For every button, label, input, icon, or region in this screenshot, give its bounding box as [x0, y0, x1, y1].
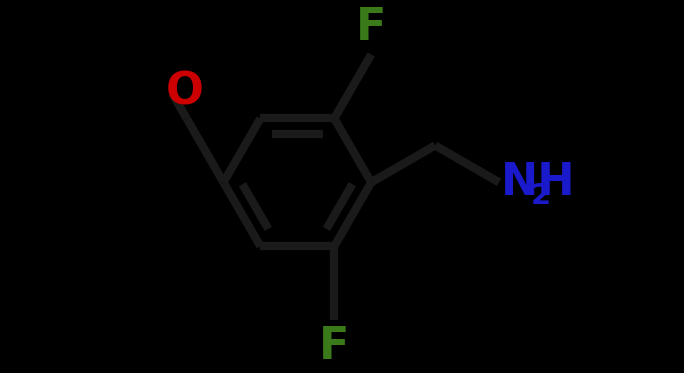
Text: F: F: [356, 6, 386, 49]
Text: NH: NH: [501, 161, 576, 204]
Text: F: F: [319, 325, 350, 368]
Text: O: O: [166, 70, 204, 113]
Text: 2: 2: [531, 182, 551, 210]
